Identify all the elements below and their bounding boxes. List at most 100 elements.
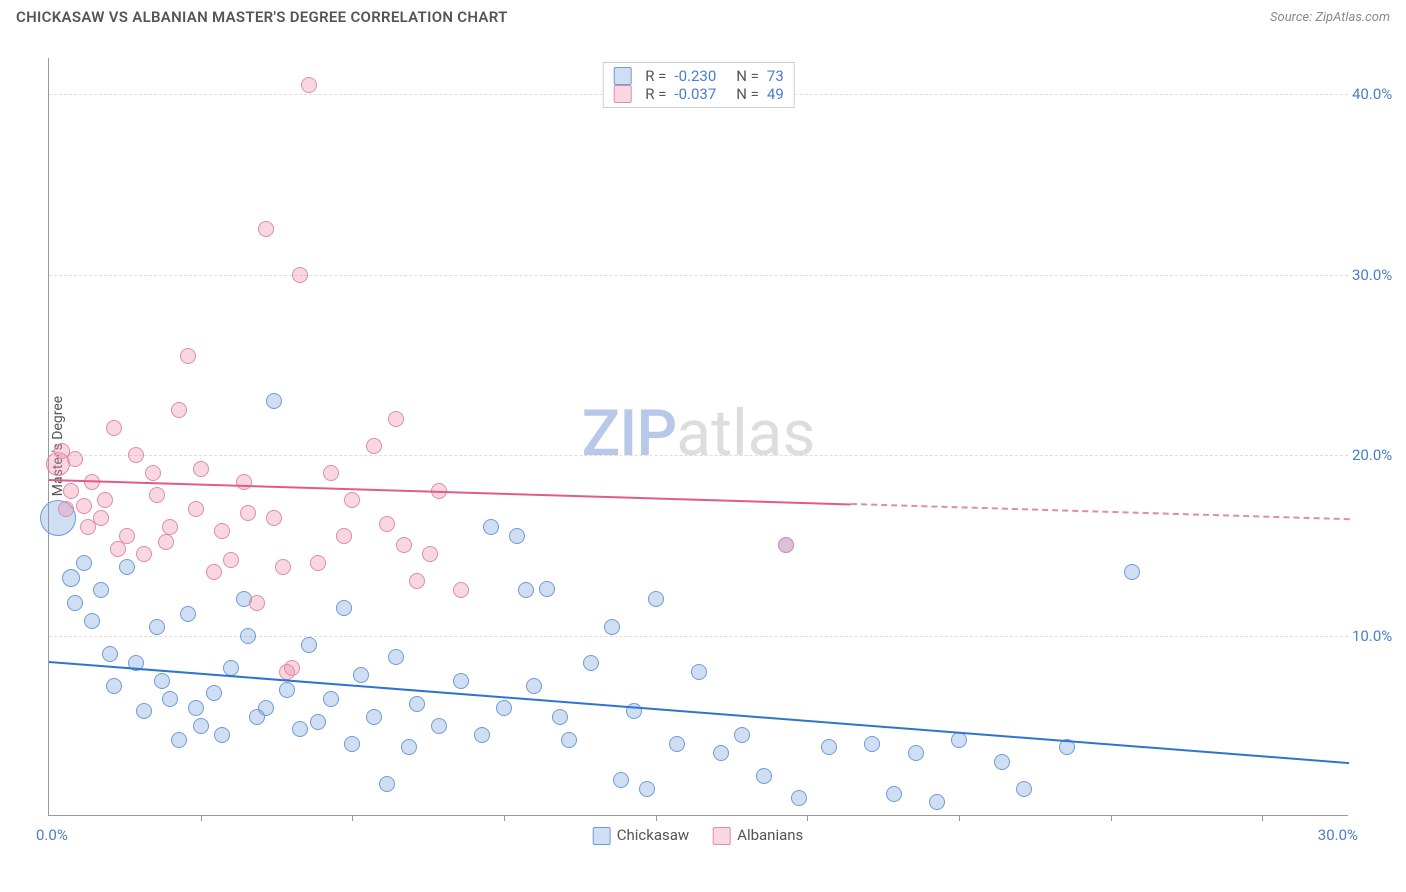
scatter-point-albanians [149,487,165,503]
scatter-point-chickasaw [496,700,512,716]
scatter-point-chickasaw [552,709,568,725]
scatter-point-albanians [136,546,152,562]
scatter-point-albanians [275,559,291,575]
scatter-point-albanians [193,461,209,477]
scatter-point-albanians [240,505,256,521]
scatter-point-chickasaw [509,528,525,544]
scatter-point-chickasaw [310,714,326,730]
y-tick-label: 20.0% [1352,446,1406,464]
scatter-point-chickasaw [474,727,490,743]
gridline [49,455,1348,456]
scatter-point-chickasaw [691,664,707,680]
y-tick-label: 40.0% [1352,85,1406,103]
scatter-point-albanians [284,660,300,676]
scatter-point-chickasaw [214,727,230,743]
scatter-point-chickasaw [102,646,118,662]
scatter-point-albanians [778,537,794,553]
scatter-point-albanians [188,501,204,517]
x-axis-labels: 0.0% ChickasawAlbanians 30.0% [48,826,1348,856]
source-label: Source: ZipAtlas.com [1270,10,1390,25]
scatter-point-albanians [258,221,274,237]
scatter-point-chickasaw [951,732,967,748]
scatter-point-chickasaw [756,768,772,784]
scatter-point-chickasaw [323,691,339,707]
scatter-point-chickasaw [119,559,135,575]
x-max-label: 30.0% [1318,826,1358,844]
x-tick [959,815,960,821]
scatter-point-chickasaw [240,628,256,644]
watermark: ZIPatlas [582,395,816,470]
scatter-point-albanians [63,483,79,499]
scatter-point-albanians [110,541,126,557]
scatter-point-chickasaw [483,519,499,535]
scatter-point-albanians [396,537,412,553]
scatter-point-chickasaw [648,591,664,607]
scatter-point-chickasaw [171,732,187,748]
scatter-point-chickasaw [154,673,170,689]
scatter-point-chickasaw [604,619,620,635]
scatter-point-albanians [236,474,252,490]
x-tick [352,815,353,821]
scatter-point-albanians [97,492,113,508]
chart-title: CHICKASAW VS ALBANIAN MASTER'S DEGREE CO… [16,8,508,26]
scatter-point-albanians [58,501,74,517]
scatter-point-albanians [67,451,83,467]
scatter-point-albanians [310,555,326,571]
scatter-point-chickasaw [206,685,222,701]
scatter-point-chickasaw [353,667,369,683]
y-tick-label: 30.0% [1352,266,1406,284]
scatter-point-chickasaw [106,678,122,694]
scatter-point-chickasaw [193,718,209,734]
scatter-point-chickasaw [401,739,417,755]
scatter-point-albanians [292,267,308,283]
scatter-point-albanians [214,523,230,539]
scatter-point-albanians [171,402,187,418]
scatter-point-chickasaw [431,718,447,734]
scatter-point-chickasaw [1016,781,1032,797]
scatter-point-chickasaw [223,660,239,676]
scatter-point-chickasaw [149,619,165,635]
scatter-point-chickasaw [453,673,469,689]
legend-swatch-albanians [613,85,631,103]
scatter-point-chickasaw [379,776,395,792]
legend-swatch-chickasaw [613,67,631,85]
chart-plot-area: ZIPatlas R = -0.230N = 73R = -0.037N = 4… [48,58,1348,816]
scatter-point-chickasaw [84,613,100,629]
scatter-point-chickasaw [292,721,308,737]
scatter-point-chickasaw [279,682,295,698]
scatter-point-albanians [366,438,382,454]
scatter-point-chickasaw [713,745,729,761]
legend-item-chickasaw: Chickasaw [593,826,689,845]
scatter-point-albanians [223,552,239,568]
scatter-point-chickasaw [734,727,750,743]
scatter-point-albanians [422,546,438,562]
scatter-point-chickasaw [366,709,382,725]
scatter-point-chickasaw [864,736,880,752]
x-tick [201,815,202,821]
x-tick [1262,815,1263,821]
scatter-point-chickasaw [994,754,1010,770]
scatter-point-chickasaw [583,655,599,671]
scatter-point-albanians [301,77,317,93]
scatter-point-chickasaw [409,696,425,712]
scatter-point-albanians [128,447,144,463]
scatter-point-chickasaw [266,393,282,409]
scatter-point-chickasaw [886,786,902,802]
scatter-point-albanians [409,573,425,589]
x-min-label: 0.0% [36,826,68,844]
regression-line-albanians [49,479,851,505]
scatter-point-chickasaw [336,600,352,616]
scatter-point-chickasaw [162,691,178,707]
correlation-legend-row-albanians: R = -0.037N = 49 [613,85,784,103]
correlation-legend-row-chickasaw: R = -0.230N = 73 [613,67,784,85]
scatter-point-chickasaw [1124,564,1140,580]
scatter-point-chickasaw [929,794,945,810]
scatter-point-chickasaw [791,790,807,806]
scatter-point-albanians [379,516,395,532]
legend-swatch-albanians [713,827,731,845]
scatter-point-chickasaw [258,700,274,716]
scatter-point-chickasaw [301,637,317,653]
scatter-point-chickasaw [180,606,196,622]
scatter-point-albanians [180,348,196,364]
gridline [49,275,1348,276]
